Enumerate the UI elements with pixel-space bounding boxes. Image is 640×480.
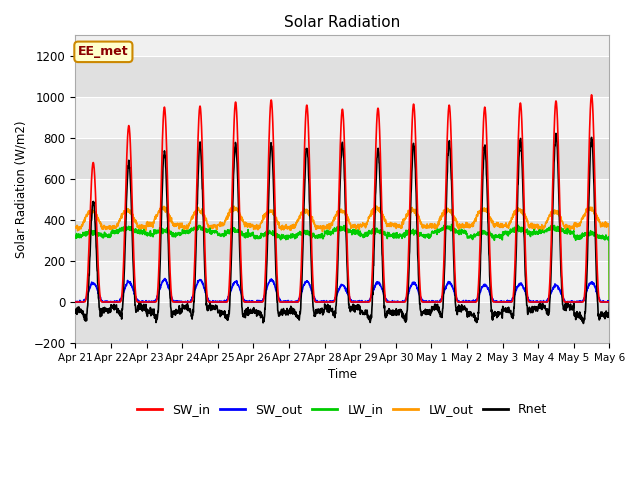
Legend: SW_in, SW_out, LW_in, LW_out, Rnet: SW_in, SW_out, LW_in, LW_out, Rnet (132, 398, 552, 421)
Bar (76, 261, 609, 302)
Bar (76, 302, 609, 343)
Bar (76, 179, 609, 220)
Text: EE_met: EE_met (78, 45, 129, 59)
Bar (76, 56, 609, 97)
Y-axis label: Solar Radiation (W/m2): Solar Radiation (W/m2) (15, 120, 28, 258)
Bar (76, 97, 609, 138)
Bar (76, 220, 609, 261)
Title: Solar Radiation: Solar Radiation (284, 15, 401, 30)
X-axis label: Time: Time (328, 368, 357, 381)
Bar (76, 138, 609, 179)
